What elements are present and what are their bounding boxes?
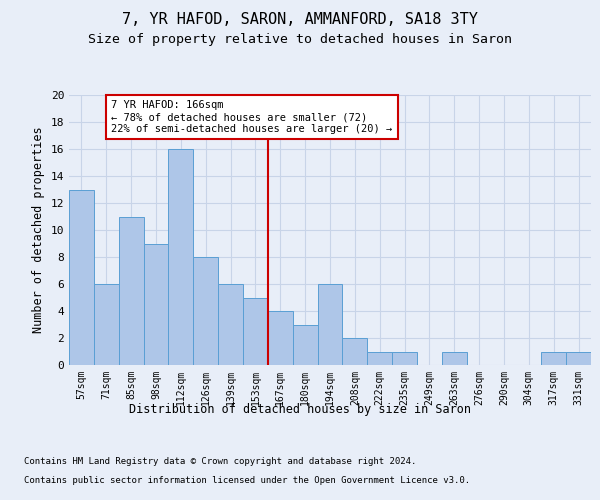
- Bar: [143, 244, 169, 365]
- Text: 7, YR HAFOD, SARON, AMMANFORD, SA18 3TY: 7, YR HAFOD, SARON, AMMANFORD, SA18 3TY: [122, 12, 478, 28]
- Bar: [541, 352, 566, 365]
- Bar: [218, 284, 243, 365]
- Bar: [243, 298, 268, 365]
- Bar: [169, 149, 193, 365]
- Bar: [392, 352, 417, 365]
- Bar: [268, 311, 293, 365]
- Text: Contains HM Land Registry data © Crown copyright and database right 2024.: Contains HM Land Registry data © Crown c…: [24, 458, 416, 466]
- Bar: [367, 352, 392, 365]
- Y-axis label: Number of detached properties: Number of detached properties: [32, 126, 45, 334]
- Text: 7 YR HAFOD: 166sqm
← 78% of detached houses are smaller (72)
22% of semi-detache: 7 YR HAFOD: 166sqm ← 78% of detached hou…: [111, 100, 392, 134]
- Bar: [119, 216, 143, 365]
- Bar: [193, 257, 218, 365]
- Bar: [317, 284, 343, 365]
- Text: Size of property relative to detached houses in Saron: Size of property relative to detached ho…: [88, 32, 512, 46]
- Text: Contains public sector information licensed under the Open Government Licence v3: Contains public sector information licen…: [24, 476, 470, 485]
- Bar: [442, 352, 467, 365]
- Bar: [343, 338, 367, 365]
- Bar: [566, 352, 591, 365]
- Bar: [94, 284, 119, 365]
- Text: Distribution of detached houses by size in Saron: Distribution of detached houses by size …: [129, 402, 471, 415]
- Bar: [293, 324, 317, 365]
- Bar: [69, 190, 94, 365]
